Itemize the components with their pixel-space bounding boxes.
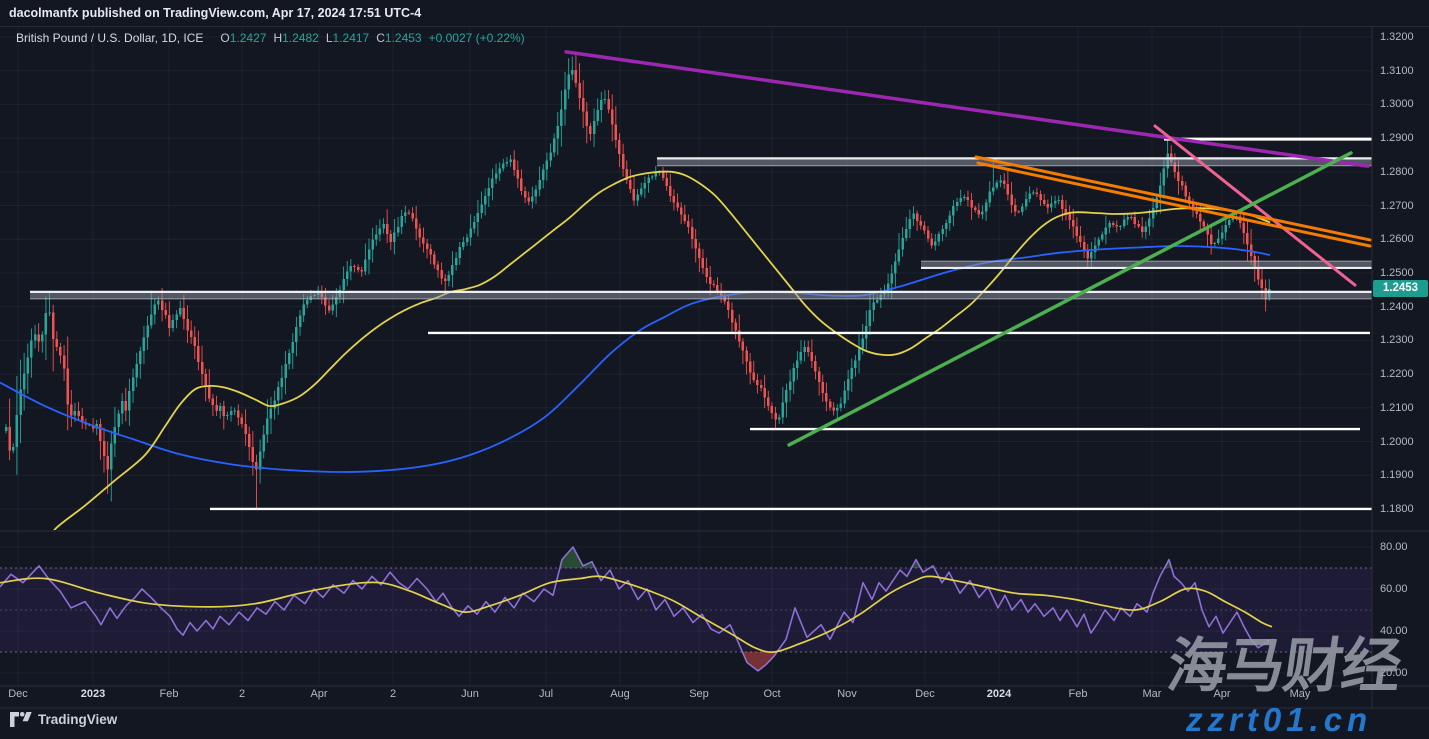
ohlc-value: 1.2427 xyxy=(229,31,267,45)
trendline-ascending-support xyxy=(787,151,1353,447)
footer-bar: TradingView xyxy=(10,712,117,727)
time-axis-label: Feb xyxy=(1068,688,1088,700)
ohlc-letter: C xyxy=(376,31,385,45)
candlestick-series xyxy=(4,53,1271,509)
tradingview-logo-icon[interactable] xyxy=(10,712,32,727)
price-axis-label: 1.2300 xyxy=(1380,334,1414,347)
last-price-label: 1.2453 xyxy=(1373,280,1428,297)
time-axis-label: Jun xyxy=(461,688,479,700)
time-axis-label: Jul xyxy=(538,688,554,700)
sma-fast-line xyxy=(53,170,1271,530)
symbol-title[interactable]: British Pound / U.S. Dollar, 1D, ICE xyxy=(16,31,204,45)
time-axis-label: Feb xyxy=(159,688,179,700)
ohlc-change: +0.0027 (+0.22%) xyxy=(428,31,525,45)
rsi-line xyxy=(0,546,1271,672)
price-axis-label: 1.2200 xyxy=(1380,368,1414,381)
price-axis-label: 1.2500 xyxy=(1380,266,1414,279)
time-axis-label: Aug xyxy=(610,688,630,700)
ohlc-letter: L xyxy=(325,31,333,45)
price-axis-label: 1.2400 xyxy=(1380,300,1414,313)
rsi-axis-label: 40.00 xyxy=(1380,625,1408,637)
price-zone-band xyxy=(657,158,1372,166)
trendline-descending-major xyxy=(564,50,1370,168)
watermark-chinese-text: 海马财经 xyxy=(1163,633,1405,699)
watermark-url-text: zzrt01.cn xyxy=(1186,701,1373,738)
ohlc-value: 1.2417 xyxy=(332,31,370,45)
time-axis-label: 2023 xyxy=(80,688,106,700)
trendline-descending-channel-b xyxy=(976,161,1372,248)
price-axis-label: 1.2900 xyxy=(1380,132,1414,145)
publish-header: dacolmanfx published on TradingView.com,… xyxy=(0,0,1429,27)
drawings[interactable] xyxy=(30,50,1372,511)
symbol-info-row: British Pound / U.S. Dollar, 1D, ICE O1.2… xyxy=(16,31,525,45)
time-axis-label: 2 xyxy=(389,688,397,700)
price-zone-band xyxy=(30,291,1372,299)
price-axis-label: 1.2700 xyxy=(1380,199,1414,212)
time-axis-label: Apr xyxy=(1213,688,1231,700)
time-axis-label: Dec xyxy=(915,688,935,700)
price-axis-label: 1.3000 xyxy=(1380,98,1414,111)
price-axis-label: 1.2100 xyxy=(1380,401,1414,414)
rsi-overbought-fill xyxy=(911,559,921,568)
grid-lines xyxy=(0,28,1372,686)
ohlc-values: O1.2427 H1.2482 L1.2417 C1.2453 +0.0027 (+0.… xyxy=(213,31,524,45)
tradingview-logo-text[interactable]: TradingView xyxy=(38,712,118,727)
time-axis-label: Sep xyxy=(689,688,709,700)
time-axis-label: Apr xyxy=(310,688,328,700)
price-axis-label: 1.3100 xyxy=(1380,64,1414,77)
time-axis-label: Nov xyxy=(837,688,857,700)
rsi-axis-label: 80.00 xyxy=(1380,541,1408,553)
rsi-axis-label: 20.00 xyxy=(1380,667,1408,679)
rsi-axis-label: 60.00 xyxy=(1380,583,1408,595)
time-axis-label: 2 xyxy=(238,688,246,700)
time-axis-label: 2024 xyxy=(986,688,1012,700)
time-axis-label: Oct xyxy=(763,688,781,700)
rsi-pane[interactable] xyxy=(0,546,1372,672)
ohlc-letter: O xyxy=(220,31,230,45)
ohlc-letter: H xyxy=(273,31,283,45)
ohlc-value: 1.2453 xyxy=(384,31,422,45)
publish-header-text: dacolmanfx published on TradingView.com,… xyxy=(9,6,422,20)
rsi-overbought-fill xyxy=(559,547,595,568)
price-axis-label: 1.1900 xyxy=(1380,469,1414,482)
price-axis-label: 1.2000 xyxy=(1380,435,1414,448)
time-axis-label: Mar xyxy=(1142,688,1162,700)
rsi-oversold-fill xyxy=(742,652,777,671)
price-axis-label: 1.3200 xyxy=(1380,31,1414,43)
price-zone-band xyxy=(921,261,1372,268)
ohlc-value: 1.2482 xyxy=(282,31,319,45)
sma-slow-line xyxy=(0,245,1271,473)
trendline-descending-channel-a xyxy=(974,155,1372,242)
time-axis-label: May xyxy=(1289,688,1311,700)
price-axis-label: 1.1800 xyxy=(1380,502,1414,515)
time-axis-label: Dec xyxy=(8,688,28,700)
moving-averages xyxy=(0,170,1271,530)
rsi-ma-line xyxy=(0,575,1273,653)
pane-borders xyxy=(0,27,1429,709)
price-axis-label: 1.2600 xyxy=(1380,233,1414,246)
price-axis-label: 1.2800 xyxy=(1380,165,1414,178)
trendline-descending-steep xyxy=(1153,124,1357,287)
